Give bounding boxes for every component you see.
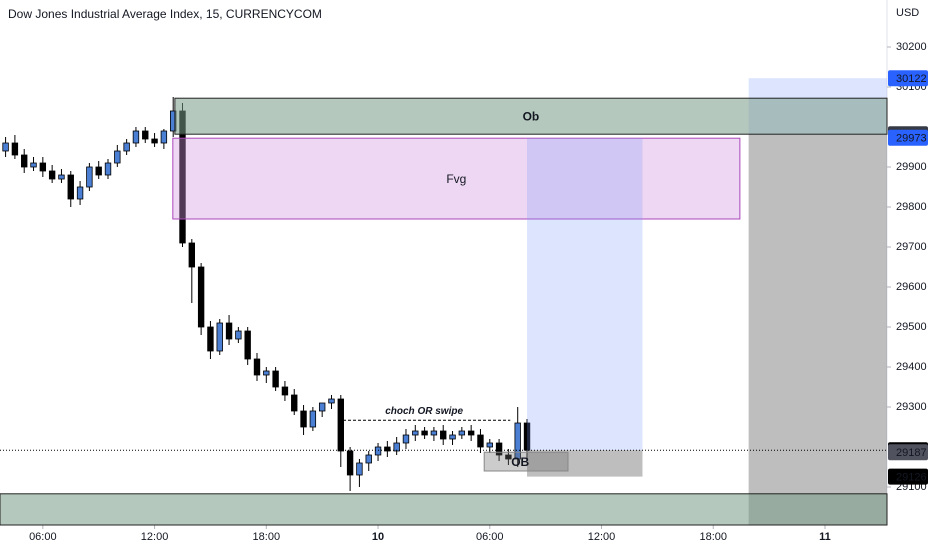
candle-body <box>104 162 112 176</box>
candle-body <box>458 430 466 436</box>
candle-body <box>300 410 307 428</box>
price-label: 29973 <box>896 133 927 145</box>
y-tick-label: 29700 <box>896 241 927 253</box>
candle-body <box>393 442 400 452</box>
chart-title: Dow Jones Industrial Average Index, 15, … <box>8 7 322 21</box>
price-label-bg <box>888 468 928 485</box>
candle-body <box>495 442 503 456</box>
candle-body <box>197 266 205 328</box>
candle-body <box>365 454 372 464</box>
candle-body <box>440 430 447 440</box>
candle-body <box>477 434 484 448</box>
x-tick-label: 18:00 <box>253 531 281 543</box>
y-tick-label: 29400 <box>896 361 927 373</box>
zone-label: Ob <box>523 109 540 123</box>
price-label-bg <box>888 129 928 146</box>
candle-body <box>76 186 84 200</box>
y-tick-label: 29900 <box>896 161 927 173</box>
candle-body <box>337 398 344 452</box>
price-label-bg <box>888 444 928 461</box>
candle-body <box>346 450 354 476</box>
candle-body <box>523 422 531 451</box>
candle-body <box>356 462 363 476</box>
candle-body <box>318 402 326 412</box>
candle-body <box>95 166 102 176</box>
x-tick-label: 06:00 <box>476 531 504 543</box>
candle-body <box>467 430 475 436</box>
zone-label: Fvg <box>446 172 466 186</box>
candle-body <box>514 422 521 460</box>
candle-body <box>188 242 196 268</box>
currency: USD <box>896 7 919 19</box>
zone <box>527 450 643 477</box>
x-tick-label: 10 <box>372 531 384 543</box>
x-tick-label: 12:00 <box>588 531 616 543</box>
candle-body <box>2 142 9 152</box>
price-label: 29187 <box>896 447 927 459</box>
zone <box>0 493 888 526</box>
y-tick-label: 29800 <box>896 201 927 213</box>
candle-body <box>30 162 37 168</box>
candle-body <box>430 430 438 436</box>
candle-body <box>67 174 74 200</box>
candle-body <box>58 174 65 180</box>
candle-body <box>374 446 382 456</box>
candle-body <box>412 430 419 436</box>
x-tick-label: 06:00 <box>29 531 57 543</box>
candle-body <box>402 434 410 444</box>
candle-body <box>114 150 121 164</box>
candle-body <box>384 446 391 452</box>
x-tick-label: 12:00 <box>141 531 169 543</box>
candle-body <box>272 370 279 388</box>
candle-body <box>449 434 456 440</box>
candle-body <box>216 322 223 352</box>
candle-body <box>421 430 428 436</box>
zone <box>527 138 643 451</box>
annotation-text: choch OR swipe <box>385 406 463 417</box>
candle-body <box>253 358 261 376</box>
candle-body <box>151 138 158 144</box>
y-tick-label: 29300 <box>896 401 927 413</box>
candle-body <box>21 154 28 168</box>
candle-body <box>142 130 149 140</box>
candle-body <box>207 326 214 352</box>
y-tick-label: 29600 <box>896 281 927 293</box>
candle-body <box>225 322 233 340</box>
candle-body <box>486 442 493 448</box>
candle-body <box>11 142 19 156</box>
x-tick-label: 11 <box>819 531 831 543</box>
candle-body <box>132 130 140 144</box>
candle-body <box>309 410 317 428</box>
candle-body <box>48 170 56 180</box>
candle-body <box>281 386 289 396</box>
candle-body <box>123 142 130 152</box>
y-tick-label: 29500 <box>896 321 927 333</box>
x-tick-label: 18:00 <box>699 531 727 543</box>
price-label: 29126 <box>896 472 927 484</box>
candle-body <box>505 454 512 460</box>
zone <box>748 134 887 525</box>
zone <box>483 451 569 472</box>
zone <box>174 97 888 135</box>
candle-body <box>263 370 270 376</box>
y-tick-label: 30200 <box>896 41 927 53</box>
zone-label: OB <box>511 455 529 469</box>
candle-body <box>244 330 251 360</box>
zone <box>172 137 741 220</box>
candle-body <box>235 330 242 340</box>
price-label-bg <box>888 70 928 87</box>
candle-body <box>39 162 47 172</box>
candle-body <box>291 394 298 412</box>
candle-body <box>86 166 93 188</box>
price-label: 30122 <box>896 73 927 85</box>
candle-body <box>160 130 168 144</box>
candle-body <box>328 398 335 404</box>
